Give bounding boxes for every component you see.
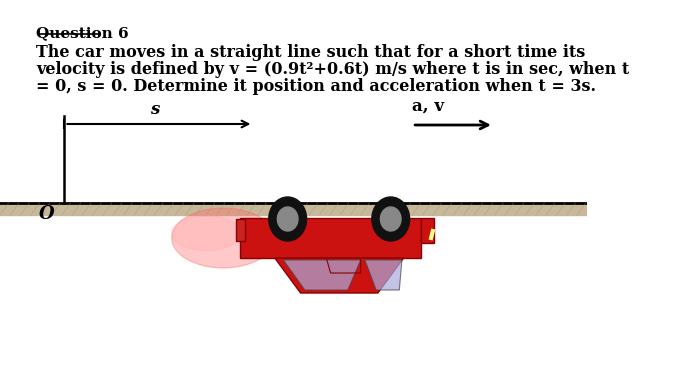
Polygon shape xyxy=(283,260,361,290)
Circle shape xyxy=(277,207,298,231)
Bar xyxy=(0,203,587,215)
Polygon shape xyxy=(275,258,404,293)
Text: O: O xyxy=(38,205,54,223)
Text: Question 6: Question 6 xyxy=(36,26,128,40)
Bar xyxy=(240,218,421,258)
Circle shape xyxy=(372,197,410,241)
Text: The car moves in a straight line such that for a short time its: The car moves in a straight line such th… xyxy=(36,44,585,61)
Circle shape xyxy=(380,207,401,231)
Text: = 0, s = 0. Determine it position and acceleration when t = 3s.: = 0, s = 0. Determine it position and ac… xyxy=(36,78,596,95)
Ellipse shape xyxy=(171,208,275,268)
Text: a, v: a, v xyxy=(413,98,445,115)
Circle shape xyxy=(269,197,307,241)
Text: s: s xyxy=(150,101,159,118)
Polygon shape xyxy=(365,260,402,290)
Ellipse shape xyxy=(171,216,240,250)
Text: velocity is defined by v = (0.9t²+0.6t) m/s where t is in sec, when t: velocity is defined by v = (0.9t²+0.6t) … xyxy=(36,61,629,78)
Bar xyxy=(236,219,245,241)
Bar xyxy=(421,218,434,243)
